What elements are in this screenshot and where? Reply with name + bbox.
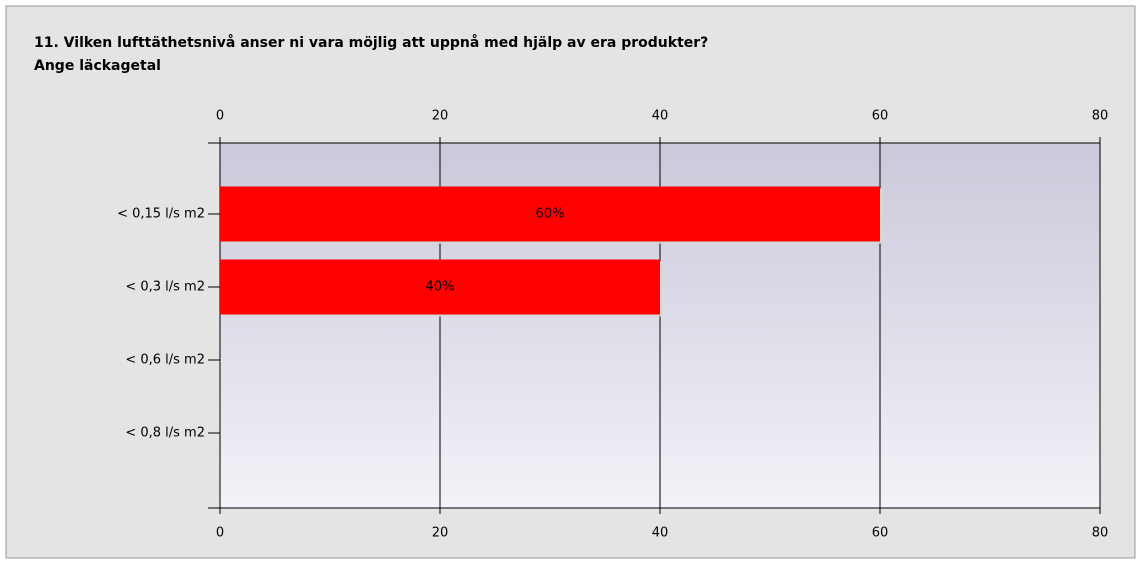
value-label: 40% (426, 280, 455, 295)
x-tick-label-bottom: 40 (652, 526, 669, 541)
y-tick-label: < 0,8 l/s m2 (125, 426, 205, 441)
x-tick-label-bottom: 20 (432, 526, 449, 541)
x-tick-label-top: 80 (1092, 109, 1109, 124)
chart-title: 11. Vilken lufttäthetsnivå anser ni vara… (34, 34, 708, 51)
x-tick-label-bottom: 0 (216, 526, 224, 541)
x-tick-label-top: 60 (872, 109, 889, 124)
x-tick-label-top: 40 (652, 109, 669, 124)
x-tick-label-top: 20 (432, 109, 449, 124)
x-tick-label-bottom: 80 (1092, 526, 1109, 541)
bar (220, 186, 880, 242)
y-tick-label: < 0,6 l/s m2 (125, 353, 205, 368)
value-label: 60% (536, 207, 565, 222)
bar (220, 259, 660, 315)
x-tick-label-top: 0 (216, 109, 224, 124)
x-tick-label-bottom: 60 (872, 526, 889, 541)
y-tick-label: < 0,3 l/s m2 (125, 280, 205, 295)
y-tick-label: < 0,15 l/s m2 (117, 207, 205, 222)
chart-subtitle: Ange läckagetal (34, 58, 161, 74)
